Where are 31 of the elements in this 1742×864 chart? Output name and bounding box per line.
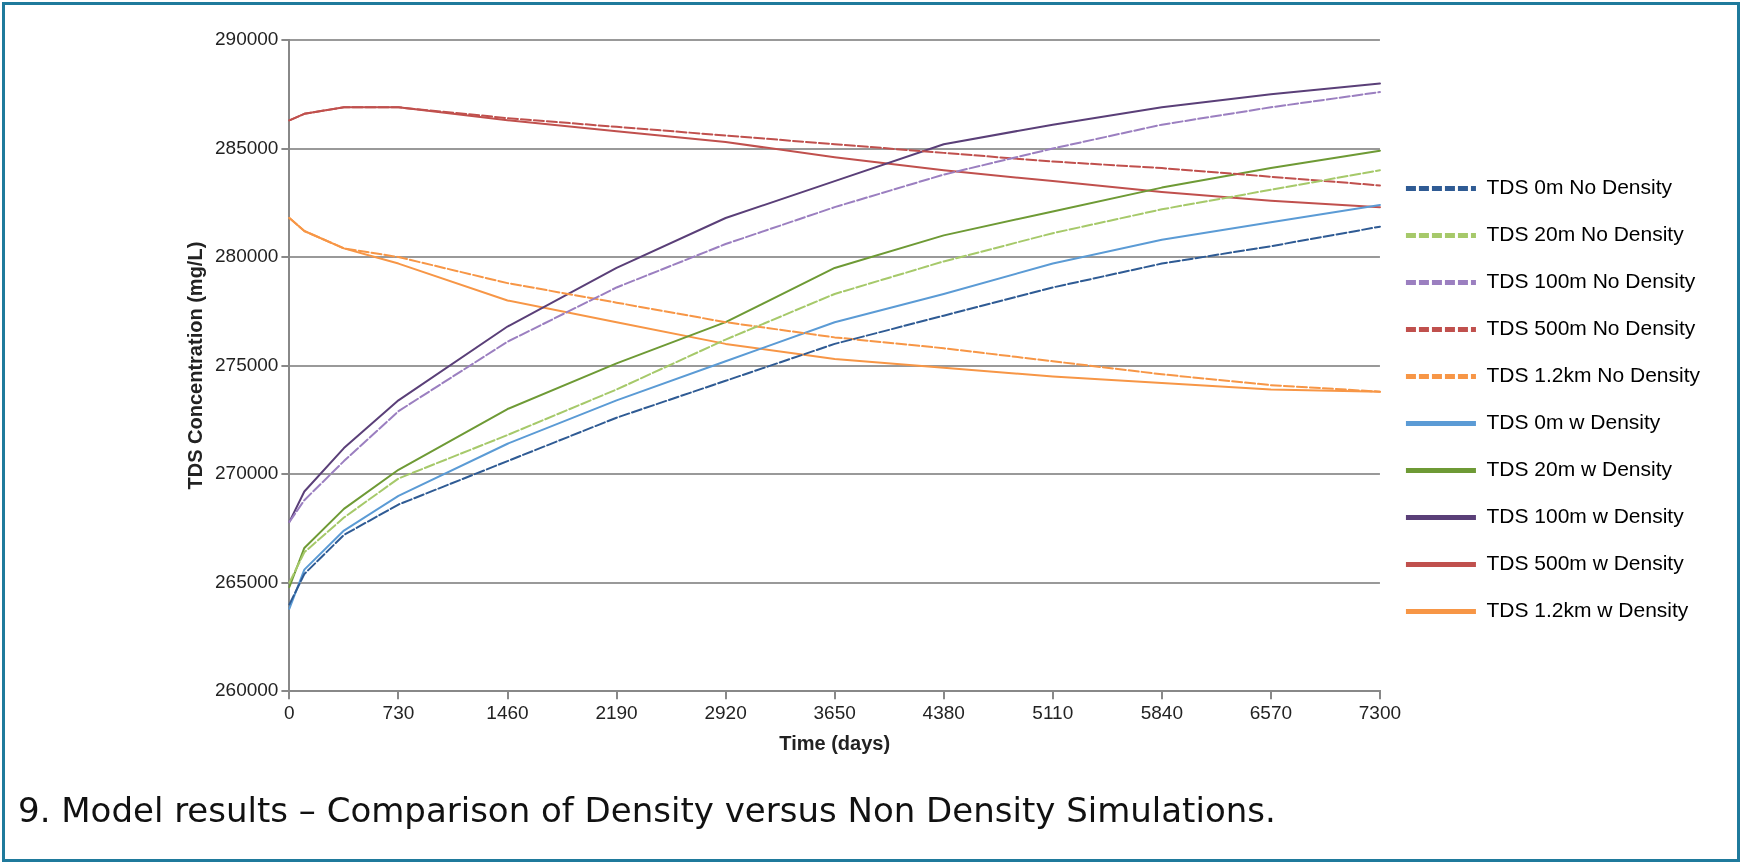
y-tick-label: 290000 [215,28,279,50]
legend-label: TDS 100m w Density [1486,504,1685,528]
x-tick-label: 5840 [1140,701,1183,723]
y-tick-label: 260000 [215,679,279,701]
x-tick-label: 7300 [1358,701,1402,723]
legend-label: TDS 500m No Density [1486,316,1696,340]
legend-label: TDS 1.2km w Density [1486,598,1689,622]
x-tick-label: 2920 [704,701,747,723]
legend-label: TDS 20m w Density [1486,457,1673,481]
y-tick-label: 265000 [215,570,279,592]
legend-label: TDS 20m No Density [1486,222,1685,246]
x-tick-label: 1460 [486,701,529,723]
y-tick-label: 285000 [215,136,279,158]
legend-label: TDS 0m No Density [1486,175,1673,199]
x-tick-label: 2190 [595,701,638,723]
y-tick-label: 270000 [215,462,279,484]
x-tick-label: 4380 [922,701,965,723]
x-tick-label: 0 [284,701,295,723]
legend-label: TDS 0m w Density [1486,410,1661,434]
legend-label: TDS 500m w Density [1486,551,1685,575]
x-tick-label: 6570 [1249,701,1293,723]
x-tick-label: 5110 [1032,701,1074,723]
legend-label: TDS 100m No Density [1486,269,1696,293]
x-tick-label: 3650 [813,701,856,723]
x-tick-label: 730 [382,701,415,723]
x-axis-title: Time (days) [779,731,891,754]
y-tick-label: 280000 [215,245,279,267]
legend-label: TDS 1.2km No Density [1486,363,1701,387]
y-axis-title: TDS Concentration (mg/L) [183,241,206,490]
y-tick-label: 275000 [215,353,279,375]
text: 9. Model results – Comparison of Density versus Non Density Simulations. [18,790,1276,830]
